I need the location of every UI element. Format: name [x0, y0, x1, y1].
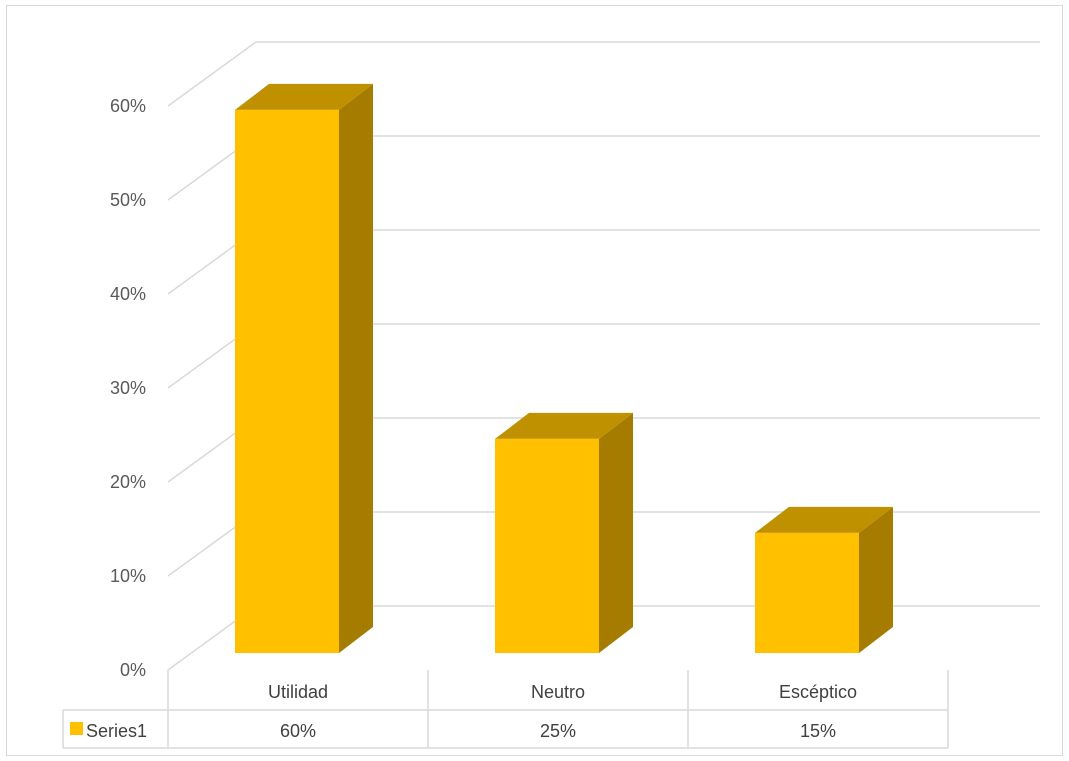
data-label: 15%	[800, 721, 836, 741]
bar-front	[755, 533, 859, 653]
y-axis-ticks: 0% 10% 20% 30% 40% 50% 60%	[110, 96, 146, 680]
bar-escéptico	[755, 507, 893, 653]
bar-side	[339, 84, 373, 653]
legend-swatch	[70, 722, 83, 735]
y-tick-label: 0%	[120, 660, 146, 680]
category-label: Utilidad	[268, 682, 328, 702]
y-tick-label: 40%	[110, 284, 146, 304]
y-tick-label: 10%	[110, 566, 146, 586]
y-tick-label: 20%	[110, 472, 146, 492]
category-label: Neutro	[531, 682, 585, 702]
data-label: 60%	[280, 721, 316, 741]
y-tick-label: 60%	[110, 96, 146, 116]
bar-side	[599, 413, 633, 653]
data-table: Utilidad 60% Neutro 25% Escéptico 15% Series1	[63, 670, 948, 748]
category-label: Escéptico	[779, 682, 857, 702]
bar-front	[495, 439, 599, 653]
y-tick-label: 50%	[110, 190, 146, 210]
bars	[235, 84, 893, 653]
bar-utilidad	[235, 84, 373, 653]
legend-series-name: Series1	[86, 721, 147, 741]
y-tick-label: 30%	[110, 378, 146, 398]
bar-neutro	[495, 413, 633, 653]
data-label: 25%	[540, 721, 576, 741]
bar-front	[235, 110, 339, 653]
